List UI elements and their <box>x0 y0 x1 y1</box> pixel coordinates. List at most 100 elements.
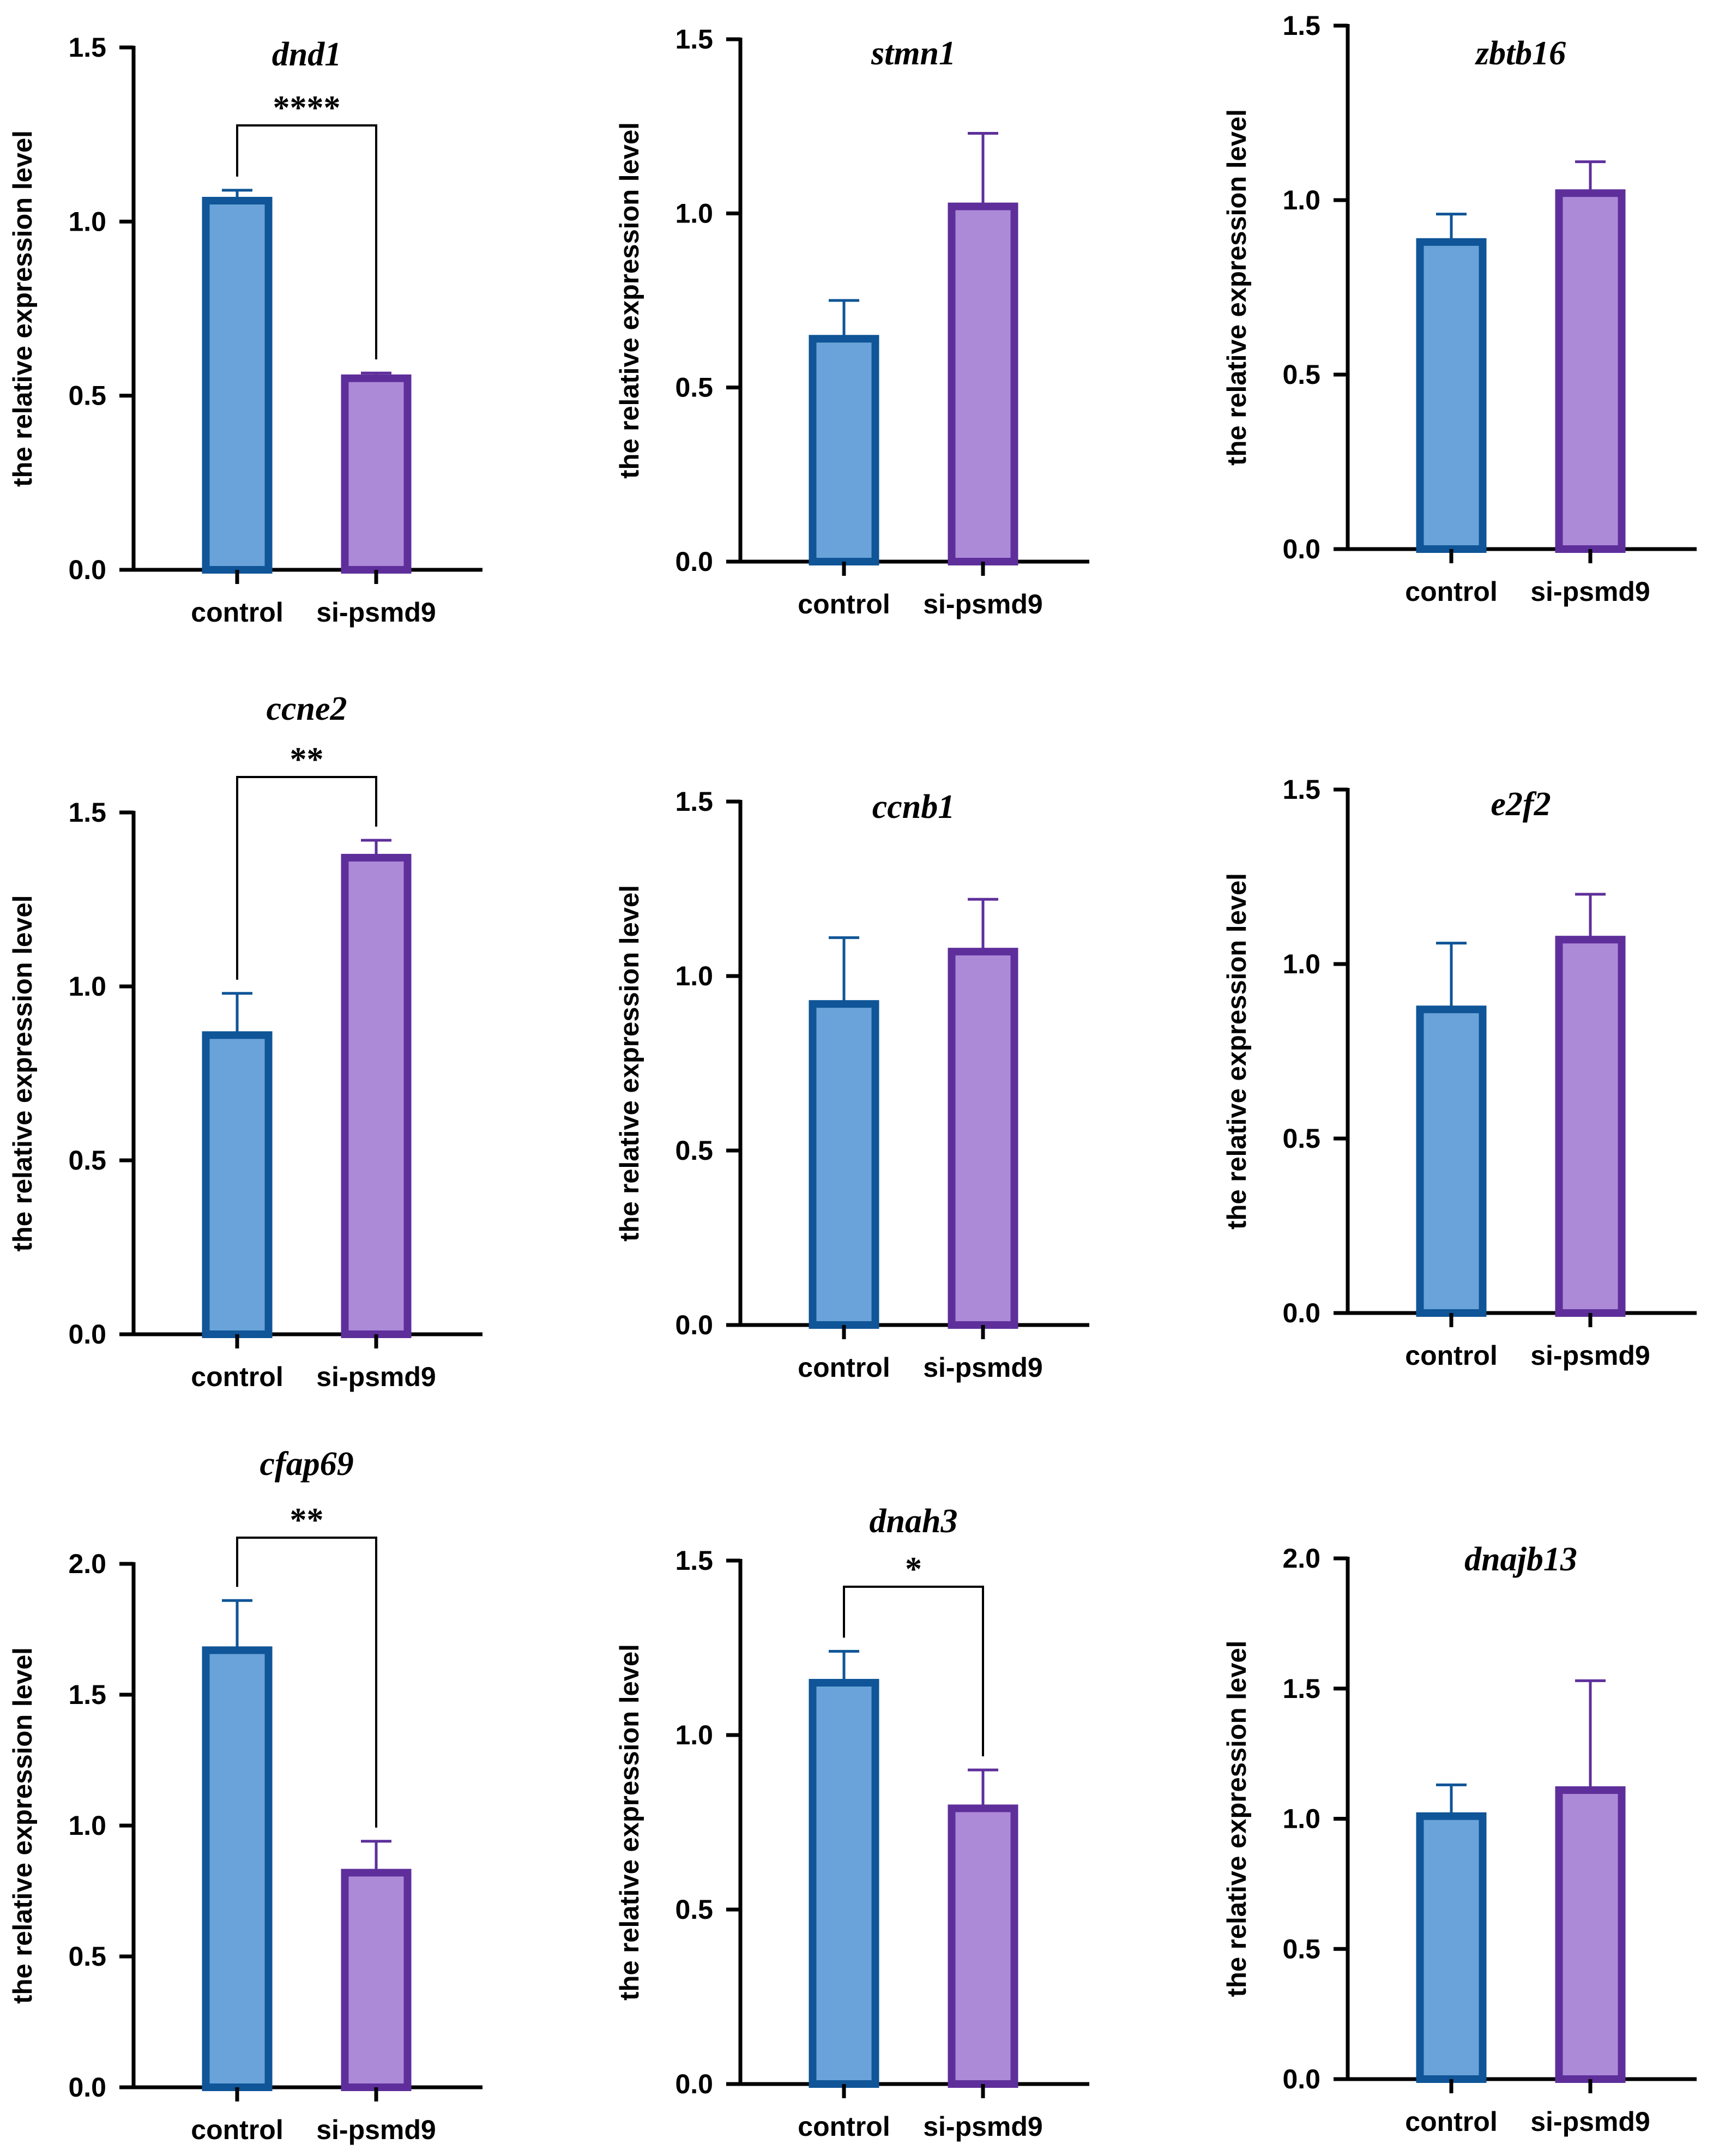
chart-title: dnajb13 <box>1464 1541 1577 1578</box>
y-axis-label: the relative expression level <box>615 1644 644 2001</box>
chart-title: e2f2 <box>1491 786 1551 823</box>
bar-si-psmd9 <box>341 1869 412 2091</box>
y-tick-label: 1.0 <box>1282 185 1320 215</box>
y-tick-label: 0.0 <box>68 2072 106 2103</box>
y-tick-label: 0.0 <box>68 1319 106 1350</box>
y-tick-label: 0.5 <box>1282 359 1320 390</box>
y-tick-label: 0.5 <box>68 1941 106 1972</box>
y-tick-label: 0.0 <box>68 555 106 585</box>
bar-si-psmd9 <box>341 374 412 574</box>
y-tick-label: 1.0 <box>1282 949 1320 979</box>
chart-title: zbtb16 <box>1475 35 1566 72</box>
y-axis-label: the relative expression level <box>615 885 644 1242</box>
chart-panel-e2f2: 0.0 0.5 1.0 1.5 the relative expression leve… <box>1222 774 1697 1371</box>
chart-panel-ccne2: 0.0 0.5 1.0 1.5 the relative expression leve… <box>8 690 482 1392</box>
x-tick-label: control <box>191 2115 283 2145</box>
y-tick-label: 1.5 <box>68 32 106 63</box>
y-tick-label: 0.5 <box>68 1145 106 1176</box>
x-tick-label: si-psmd9 <box>923 1352 1043 1383</box>
bar-control <box>202 197 273 574</box>
y-tick-label: 1.0 <box>675 198 713 228</box>
x-tick-label: si-psmd9 <box>316 597 436 628</box>
y-tick-label: 1.5 <box>68 1679 106 1710</box>
x-tick-label: si-psmd9 <box>1530 2106 1650 2137</box>
y-tick-label: 0.5 <box>1282 1123 1320 1154</box>
y-tick-label: 1.0 <box>68 206 106 237</box>
chart-panel-ccnb1: 0.0 0.5 1.0 1.5 the relative expression leve… <box>615 786 1089 1383</box>
x-tick-label: control <box>191 597 283 628</box>
bar-control <box>202 1646 273 2091</box>
chart-title: ccne2 <box>266 690 347 727</box>
y-axis-label: the relative expression level <box>8 895 38 1252</box>
x-tick-label: control <box>1405 2106 1497 2137</box>
bar-si-psmd9 <box>948 202 1018 565</box>
y-tick-label: 2.0 <box>68 1549 106 1579</box>
chart-title: dnah3 <box>870 1503 958 1540</box>
y-tick-label: 1.0 <box>68 971 106 1002</box>
bar-si-psmd9 <box>1555 189 1626 553</box>
y-tick-label: 1.5 <box>1282 774 1320 805</box>
significance-bracket <box>236 776 377 980</box>
bar-control <box>809 335 879 566</box>
y-tick-label: 1.5 <box>675 24 713 55</box>
y-tick-label: 0.5 <box>1282 1934 1320 1964</box>
bar-si-psmd9 <box>1555 936 1626 1317</box>
significance-bracket <box>236 1537 377 1828</box>
chart-panel-stmn1: 0.0 0.5 1.0 1.5 the relative expression leve… <box>615 24 1089 619</box>
bar-control <box>1416 1005 1487 1317</box>
x-tick-label: si-psmd9 <box>923 589 1043 619</box>
y-tick-label: 0.0 <box>1282 534 1320 564</box>
chart-panel-dnah3: 0.0 0.5 1.0 1.5 the relative expression leve… <box>615 1503 1089 2142</box>
y-tick-label: 0.0 <box>1282 2064 1320 2094</box>
y-tick-label: 1.0 <box>675 1720 713 1750</box>
chart-title: cfap69 <box>260 1446 353 1483</box>
bar-si-psmd9 <box>948 948 1018 1329</box>
significance-label: * <box>905 1551 922 1588</box>
chart-title: ccnb1 <box>872 788 955 826</box>
x-tick-label: si-psmd9 <box>1530 576 1650 607</box>
y-tick-label: 1.5 <box>675 1545 713 1576</box>
chart-panel-cfap69: 0.0 0.5 1.0 1.5 2.0 the relative expression l… <box>8 1446 482 2145</box>
bar-si-psmd9 <box>341 853 412 1338</box>
y-axis-label: the relative expression level <box>8 130 38 487</box>
y-tick-label: 0.0 <box>1282 1298 1320 1328</box>
y-tick-label: 1.0 <box>1282 1804 1320 1834</box>
y-tick-label: 0.0 <box>675 1310 713 1340</box>
x-tick-label: control <box>1405 1340 1497 1371</box>
x-tick-label: control <box>191 1362 283 1392</box>
significance-label: ** <box>290 741 324 778</box>
y-tick-label: 1.5 <box>68 797 106 828</box>
y-tick-label: 2.0 <box>1282 1543 1320 1574</box>
y-tick-label: 0.5 <box>675 372 713 403</box>
x-tick-label: control <box>798 589 890 619</box>
chart-panel-dnd1: 0.0 0.5 1.0 1.5 the relative expression leve… <box>8 32 482 628</box>
x-tick-label: control <box>798 1352 890 1383</box>
x-tick-label: control <box>798 2111 890 2142</box>
x-tick-label: si-psmd9 <box>316 2115 436 2145</box>
x-tick-label: si-psmd9 <box>316 1362 436 1392</box>
x-tick-label: si-psmd9 <box>923 2111 1043 2142</box>
significance-label: ** <box>290 1502 324 1539</box>
y-tick-label: 1.5 <box>1282 1673 1320 1704</box>
y-tick-label: 0.5 <box>675 1135 713 1166</box>
y-tick-label: 1.5 <box>675 786 713 817</box>
y-axis-label: the relative expression level <box>1222 1641 1252 1997</box>
bar-si-psmd9 <box>1555 1786 1626 2083</box>
significance-bracket <box>843 1586 984 1756</box>
y-tick-label: 0.5 <box>68 381 106 411</box>
bar-control <box>809 1679 879 2088</box>
chart-title: stmn1 <box>871 35 956 72</box>
x-tick-label: control <box>1405 576 1497 607</box>
chart-panel-zbtb16: 0.0 0.5 1.0 1.5 the relative expression leve… <box>1222 10 1697 607</box>
chart-title: dnd1 <box>272 36 341 73</box>
y-axis-label: the relative expression level <box>1222 109 1252 466</box>
bar-control <box>1416 238 1487 553</box>
y-tick-label: 0.5 <box>675 1894 713 1925</box>
x-tick-label: si-psmd9 <box>1530 1340 1650 1371</box>
bar-control <box>809 1000 879 1329</box>
significance-label: **** <box>273 89 341 127</box>
y-tick-label: 0.0 <box>675 546 713 577</box>
bar-control <box>202 1031 273 1338</box>
bar-control <box>1416 1812 1487 2083</box>
